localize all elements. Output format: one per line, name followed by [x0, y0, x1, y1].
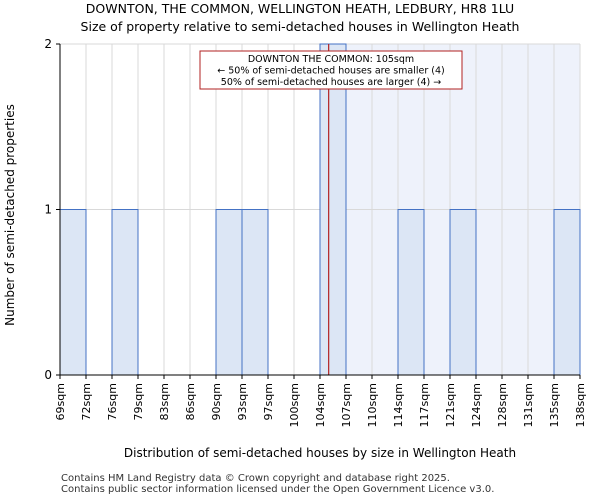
x-tick-label-128sqm: 128sqm [496, 383, 509, 427]
footer-copyright: Contains HM Land Registry data © Crown c… [61, 473, 450, 484]
y-tick-label-0: 0 [44, 368, 52, 382]
x-tick-label-131sqm: 131sqm [522, 383, 535, 427]
x-tick-label-107sqm: 107sqm [340, 383, 353, 427]
y-axis-label: Number of semi-detached properties [3, 104, 17, 326]
chart-subtitle: Size of property relative to semi-detach… [80, 19, 520, 34]
y-tick-label-2: 2 [44, 37, 52, 51]
x-tick-label-104sqm: 104sqm [314, 383, 327, 427]
x-tick-label-97sqm: 97sqm [262, 383, 275, 420]
x-tick-label-138sqm: 138sqm [574, 383, 587, 427]
chart-title: DOWNTON, THE COMMON, WELLINGTON HEATH, L… [85, 1, 515, 16]
x-tick-label-86sqm: 86sqm [184, 383, 197, 420]
x-tick-label-90sqm: 90sqm [210, 383, 223, 420]
bar-93sqm [241, 209, 269, 376]
x-tick-label-117sqm: 117sqm [418, 383, 431, 427]
x-tick-label-79sqm: 79sqm [132, 383, 145, 420]
x-tick-label-110sqm: 110sqm [366, 383, 379, 427]
bar-121sqm [449, 209, 477, 376]
bar-76sqm [111, 209, 139, 376]
x-tick-label-72sqm: 72sqm [80, 383, 93, 420]
annotation-box [199, 50, 463, 90]
x-tick-label-121sqm: 121sqm [444, 383, 457, 427]
x-tick-label-69sqm: 69sqm [54, 383, 67, 420]
bar-104sqm [319, 43, 347, 376]
x-tick-label-76sqm: 76sqm [106, 383, 119, 420]
marker-layer: DOWNTON THE COMMON: 105sqm← 50% of semi-… [199, 44, 463, 375]
bar-69sqm [59, 209, 87, 376]
x-tick-label-114sqm: 114sqm [392, 383, 405, 427]
bar-114sqm [397, 209, 425, 376]
x-tick-label-124sqm: 124sqm [470, 383, 483, 427]
x-axis-label: Distribution of semi-detached houses by … [124, 446, 516, 460]
bar-90sqm [215, 209, 243, 376]
y-tick-label-1: 1 [44, 203, 52, 217]
annotation-line-3: 50% of semi-detached houses are larger (… [221, 77, 441, 88]
bar-135sqm [553, 209, 581, 376]
annotation-line-1: DOWNTON THE COMMON: 105sqm [248, 54, 414, 65]
annotation-line-2: ← 50% of semi-detached houses are smalle… [217, 66, 445, 77]
axis-layer: 0 1 2 69sqm 72sqm 76sqm 79sqm 83sqm 86sqm 90sqm 93… [44, 37, 587, 427]
x-tick-label-135sqm: 135sqm [548, 383, 561, 427]
x-tick-label-83sqm: 83sqm [158, 383, 171, 420]
x-tick-label-93sqm: 93sqm [236, 383, 249, 420]
x-tick-label-100sqm: 100sqm [288, 383, 301, 427]
footer-licence: Contains public sector information licen… [61, 484, 495, 495]
